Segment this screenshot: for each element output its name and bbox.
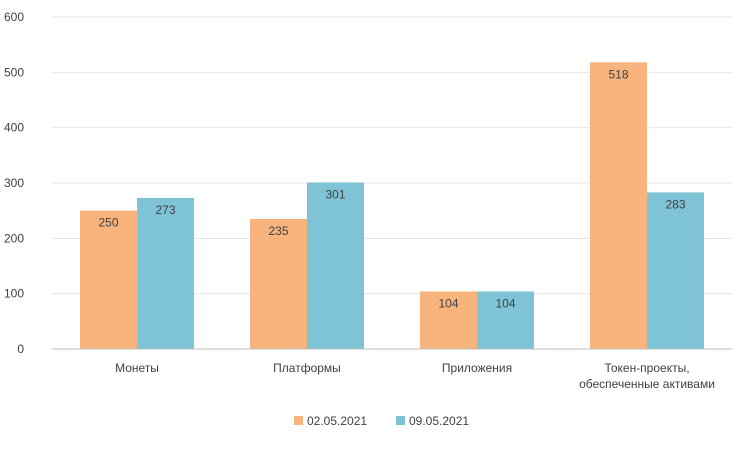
legend-swatch (294, 416, 303, 425)
data-label: 104 (438, 296, 458, 310)
legend-label: 02.05.2021 (307, 414, 367, 428)
data-label: 235 (268, 224, 288, 238)
x-category-label: Монеты (115, 361, 159, 375)
y-tick-label: 200 (4, 231, 24, 245)
bar-2-3 (477, 291, 534, 349)
data-labels: 250 273 235 301 104 104 518 283 (98, 67, 685, 310)
bar-2-1 (137, 197, 194, 349)
x-category-label: Приложения (442, 361, 512, 375)
x-axis-category-labels: Монеты Платформы Приложения Токен-проекты, о… (115, 361, 715, 391)
y-tick-label: 500 (4, 65, 24, 79)
y-tick-label: 100 (4, 287, 24, 301)
y-tick-label: 0 (17, 342, 24, 356)
bar-1-4 (590, 62, 647, 350)
data-label: 273 (155, 203, 175, 217)
legend-swatch (396, 416, 405, 425)
data-label: 301 (325, 187, 345, 201)
data-label: 283 (665, 197, 685, 211)
data-label: 518 (608, 67, 628, 81)
bar-2-4 (647, 192, 704, 349)
bars (80, 62, 704, 350)
y-tick-label: 300 (4, 176, 24, 190)
data-label: 104 (495, 296, 515, 310)
data-label: 250 (98, 216, 118, 230)
y-tick-label: 600 (4, 10, 24, 24)
bar-2-2 (307, 182, 364, 349)
bar-1-2 (250, 218, 307, 349)
legend: 02.05.2021 09.05.2021 (294, 414, 469, 428)
x-category-label: Токен-проекты, (604, 361, 689, 375)
x-category-label: обеспеченные активами (579, 377, 715, 391)
y-axis-ticks: 0 100 200 300 400 500 600 (4, 10, 24, 356)
x-category-label: Платформы (273, 361, 341, 375)
bar-1-1 (80, 210, 137, 349)
y-tick-label: 400 (4, 121, 24, 135)
bar-1-3 (420, 291, 477, 349)
legend-label: 09.05.2021 (409, 414, 469, 428)
